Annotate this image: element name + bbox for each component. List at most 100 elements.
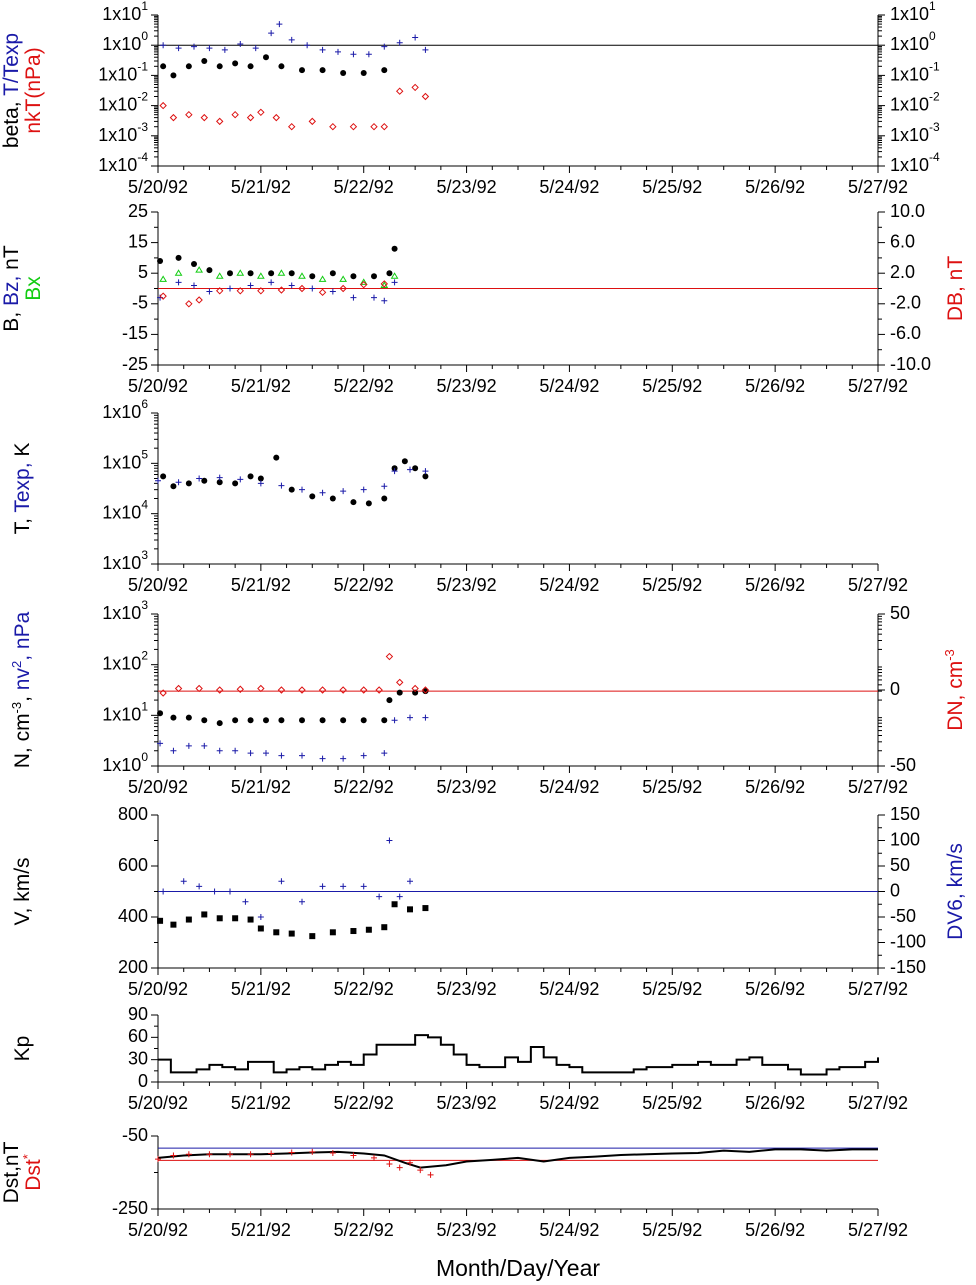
point-DV6 [386, 837, 393, 844]
point-T [257, 475, 264, 482]
panel-velocity [151, 814, 885, 975]
point-Dst_star [427, 1171, 434, 1178]
y-axis-label-temp: T, Texp, K [11, 443, 34, 535]
point-B [247, 270, 254, 277]
point-nkt [288, 123, 296, 131]
point-beta [278, 63, 285, 70]
x-tick-label: 5/23/92 [437, 1220, 497, 1240]
point-DB [380, 280, 388, 288]
y-tick-label: 5 [138, 262, 148, 282]
point-DB [216, 287, 224, 295]
point-nv2 [319, 755, 326, 762]
point-t_texp [175, 45, 182, 52]
point-T [288, 486, 295, 493]
point-Texp [319, 489, 326, 496]
y-tick-label-right: 1x10-1 [890, 60, 940, 85]
point-B [350, 273, 357, 280]
point-Dst_star [309, 1148, 316, 1155]
point-T [170, 483, 177, 490]
point-Dst_star [170, 1152, 177, 1159]
y-axis-label-right-velocity-line: DV6, km/s [944, 843, 967, 940]
point-N [216, 720, 223, 727]
point-Bx [359, 278, 368, 285]
y-axis-label-kp: Kp [11, 1036, 34, 1062]
point-nv2 [299, 752, 305, 759]
point-t_texp [319, 46, 326, 53]
y-tick-label: 1x10-2 [98, 90, 148, 115]
y-tick-label: 1x101 [102, 700, 148, 725]
y-axis-label-density: N, cm-3, nv2, nPa [9, 611, 34, 768]
x-tick-label: 5/21/92 [231, 979, 291, 999]
point-T [365, 500, 372, 507]
y-tick-label-right: 50 [890, 855, 910, 875]
point-B [371, 273, 377, 280]
x-tick-label: 5/20/92 [128, 376, 188, 396]
point-Bz [175, 279, 182, 286]
point-T [185, 480, 192, 487]
point-nkt [185, 110, 193, 119]
point-nkt [411, 83, 419, 92]
point-B [288, 270, 295, 277]
x-tick-label: 5/25/92 [642, 1093, 702, 1113]
point-t_texp [350, 51, 357, 58]
point-nkt [308, 117, 316, 126]
y-tick-label: 1x10-4 [98, 150, 148, 175]
point-nv2 [263, 750, 269, 757]
x-tick-label: 5/22/92 [334, 979, 394, 999]
y-axis-label-mag-line: Bx [22, 276, 45, 301]
point-DB [339, 284, 347, 293]
x-tick-label: 5/24/92 [539, 1220, 599, 1240]
point-DN [195, 684, 203, 693]
point-V [350, 928, 357, 935]
y-tick-label: 60 [128, 1026, 148, 1046]
point-beta [299, 67, 305, 74]
point-Bx [174, 269, 183, 276]
point-nkt [169, 113, 178, 122]
point-Texp [155, 477, 161, 484]
y-tick-label-right: 1x100 [890, 29, 936, 54]
y-tick-label-right: 150 [890, 804, 920, 824]
y-tick-label: 1x100 [102, 750, 148, 775]
point-nkt [216, 117, 224, 126]
x-tick-label: 5/24/92 [539, 979, 599, 999]
x-tick-label: 5/20/92 [128, 1220, 188, 1240]
point-Texp [381, 483, 388, 490]
y-tick-label: -5 [132, 293, 148, 313]
point-Texp [175, 479, 182, 486]
point-N [386, 697, 393, 704]
x-tick-label: 5/25/92 [642, 777, 702, 797]
point-N [396, 689, 403, 696]
x-tick-label: 5/23/92 [437, 177, 497, 197]
y-tick-label-right: 50 [890, 603, 910, 623]
point-t_texp [206, 45, 213, 52]
y-tick-label: 15 [128, 231, 148, 251]
x-tick-label: 5/27/92 [848, 376, 908, 396]
point-B [309, 273, 316, 280]
point-T [216, 479, 223, 486]
point-DV6 [211, 888, 218, 895]
point-t_texp [381, 43, 388, 50]
point-DB [195, 296, 203, 304]
point-nkt [370, 123, 378, 131]
x-tick-label: 5/23/92 [437, 575, 497, 595]
point-V [201, 911, 208, 918]
y-axis-label-right-mag-line: DB, nT [944, 256, 967, 322]
point-N [278, 717, 285, 724]
point-nkt [421, 92, 430, 101]
x-axis-title: Month/Day/Year [436, 1255, 600, 1281]
point-Texp [360, 486, 367, 493]
point-nv2 [340, 755, 347, 762]
point-t_texp [412, 34, 419, 41]
y-axis-label-dst: Dst,nT Dst* [0, 1141, 45, 1203]
x-tick-label: 5/21/92 [231, 1220, 291, 1240]
point-beta [160, 63, 167, 70]
y-tick-label-right: -6.0 [890, 323, 921, 343]
point-Bz [288, 282, 295, 289]
y-tick-label: 1x100 [102, 29, 148, 54]
point-T [412, 465, 419, 472]
point-N [340, 717, 347, 724]
y-tick-label-right: 0 [890, 880, 900, 900]
point-t_texp [237, 40, 244, 47]
x-tick-label: 5/26/92 [745, 376, 805, 396]
